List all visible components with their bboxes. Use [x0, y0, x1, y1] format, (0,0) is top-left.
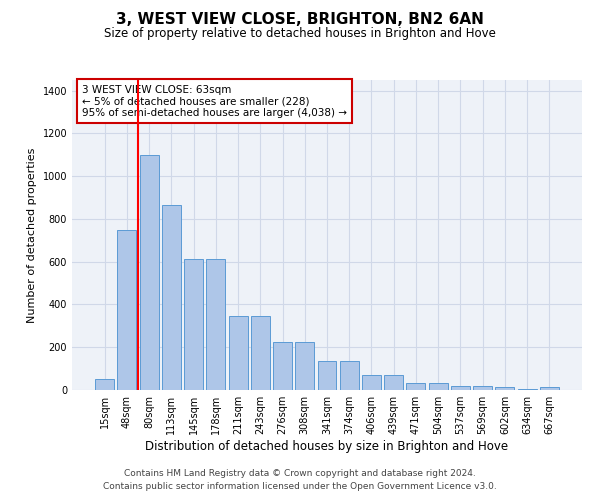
Bar: [140, 155, 158, 390]
Bar: [451, 386, 470, 390]
Bar: [473, 386, 492, 390]
Bar: [362, 376, 381, 390]
Bar: [118, 230, 136, 390]
Bar: [95, 380, 114, 390]
Text: 3 WEST VIEW CLOSE: 63sqm
← 5% of detached houses are smaller (228)
95% of semi-d: 3 WEST VIEW CLOSE: 63sqm ← 5% of detache…: [82, 84, 347, 118]
Bar: [251, 316, 270, 390]
Bar: [496, 388, 514, 390]
Bar: [229, 316, 248, 390]
Bar: [518, 389, 536, 390]
Bar: [295, 342, 314, 390]
Bar: [540, 388, 559, 390]
Text: Contains HM Land Registry data © Crown copyright and database right 2024.: Contains HM Land Registry data © Crown c…: [124, 468, 476, 477]
Bar: [429, 383, 448, 390]
Bar: [273, 342, 292, 390]
Bar: [340, 361, 359, 390]
Y-axis label: Number of detached properties: Number of detached properties: [27, 148, 37, 322]
Bar: [384, 376, 403, 390]
Bar: [162, 205, 181, 390]
Bar: [206, 258, 225, 390]
Bar: [406, 383, 425, 390]
X-axis label: Distribution of detached houses by size in Brighton and Hove: Distribution of detached houses by size …: [145, 440, 509, 453]
Bar: [184, 258, 203, 390]
Bar: [317, 361, 337, 390]
Text: Contains public sector information licensed under the Open Government Licence v3: Contains public sector information licen…: [103, 482, 497, 491]
Text: 3, WEST VIEW CLOSE, BRIGHTON, BN2 6AN: 3, WEST VIEW CLOSE, BRIGHTON, BN2 6AN: [116, 12, 484, 28]
Text: Size of property relative to detached houses in Brighton and Hove: Size of property relative to detached ho…: [104, 28, 496, 40]
